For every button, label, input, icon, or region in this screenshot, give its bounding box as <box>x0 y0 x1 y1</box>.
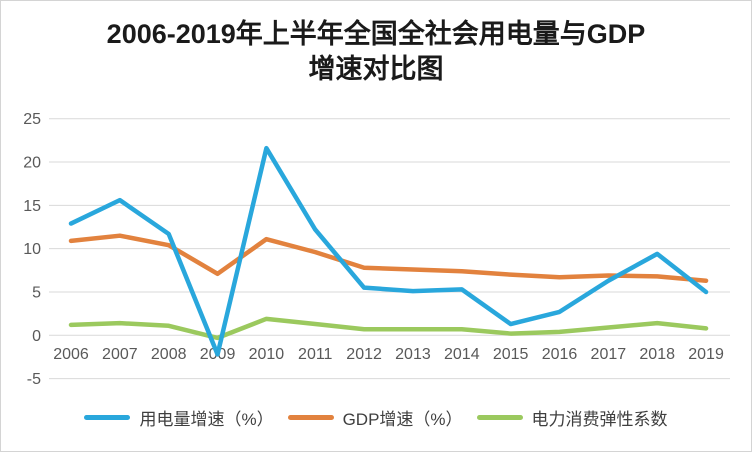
electricity-growth-line-swatch-icon <box>84 414 131 420</box>
x-tick-label-2017: 2017 <box>591 346 627 363</box>
y-tick-label-15: 15 <box>23 198 41 215</box>
x-tick-label-2006: 2006 <box>53 346 89 363</box>
legend-label-gdp-growth: GDP增速（%） <box>342 409 463 429</box>
chart-title: 2006-2019年上半年全国全社会用电量与GDP 增速对比图 <box>1 17 751 87</box>
y-tick-label--5: -5 <box>27 371 41 388</box>
x-tick-label-2008: 2008 <box>151 346 187 363</box>
x-tick-label-2010: 2010 <box>249 346 285 363</box>
series-line-电力消费弹性系数 <box>68 316 709 341</box>
legend-item-elasticity: 电力消费弹性系数 <box>476 405 668 430</box>
legend-item-electricity-growth: 用电量增速（%） <box>84 405 274 430</box>
legend-item-gdp-growth: GDP增速（%） <box>287 405 463 430</box>
x-tick-label-2015: 2015 <box>493 346 529 363</box>
chart-title-line1: 2006-2019年上半年全国全社会用电量与GDP <box>106 19 646 49</box>
y-tick-label-20: 20 <box>23 155 41 172</box>
legend: 用电量增速（%） GDP增速（%） 电力消费弹性系数 <box>1 403 751 431</box>
x-tick-label-2014: 2014 <box>444 346 480 363</box>
y-tick-label-10: 10 <box>23 241 41 258</box>
x-tick-label-2019: 2019 <box>688 346 724 363</box>
x-tick-label-2013: 2013 <box>395 346 431 363</box>
legend-label-elasticity: 电力消费弹性系数 <box>531 409 668 429</box>
legend-label-electricity-growth: 用电量增速（%） <box>139 409 274 429</box>
x-tick-label-2018: 2018 <box>639 346 675 363</box>
chart-title-line2: 增速对比图 <box>308 54 444 84</box>
series-line-GDP增速（%） <box>68 233 709 283</box>
gdp-growth-line-swatch-icon <box>287 414 334 420</box>
series-line-用电量增速（%） <box>68 145 709 357</box>
elasticity-line-swatch-icon <box>476 414 523 420</box>
x-tick-label-2011: 2011 <box>298 346 333 363</box>
y-tick-label-0: 0 <box>32 328 41 345</box>
y-tick-label-5: 5 <box>32 284 41 301</box>
x-tick-label-2007: 2007 <box>102 346 138 363</box>
x-tick-label-2012: 2012 <box>346 346 382 363</box>
x-tick-label-2016: 2016 <box>542 346 578 363</box>
y-tick-label-25: 25 <box>23 111 41 128</box>
